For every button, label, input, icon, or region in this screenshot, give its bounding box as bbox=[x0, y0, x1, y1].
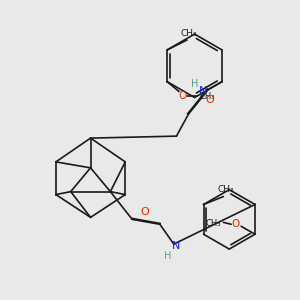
Text: CH₃: CH₃ bbox=[199, 92, 214, 101]
Text: CH₃: CH₃ bbox=[181, 28, 197, 38]
Text: H: H bbox=[190, 79, 198, 88]
Text: N: N bbox=[199, 85, 207, 96]
Text: CH₃: CH₃ bbox=[217, 185, 234, 194]
Text: N: N bbox=[172, 241, 180, 251]
Text: O: O bbox=[140, 208, 149, 218]
Text: O: O bbox=[179, 91, 187, 100]
Text: H: H bbox=[164, 251, 172, 261]
Text: O: O bbox=[206, 95, 214, 105]
Text: O: O bbox=[231, 219, 239, 229]
Text: CH₃: CH₃ bbox=[206, 219, 221, 228]
